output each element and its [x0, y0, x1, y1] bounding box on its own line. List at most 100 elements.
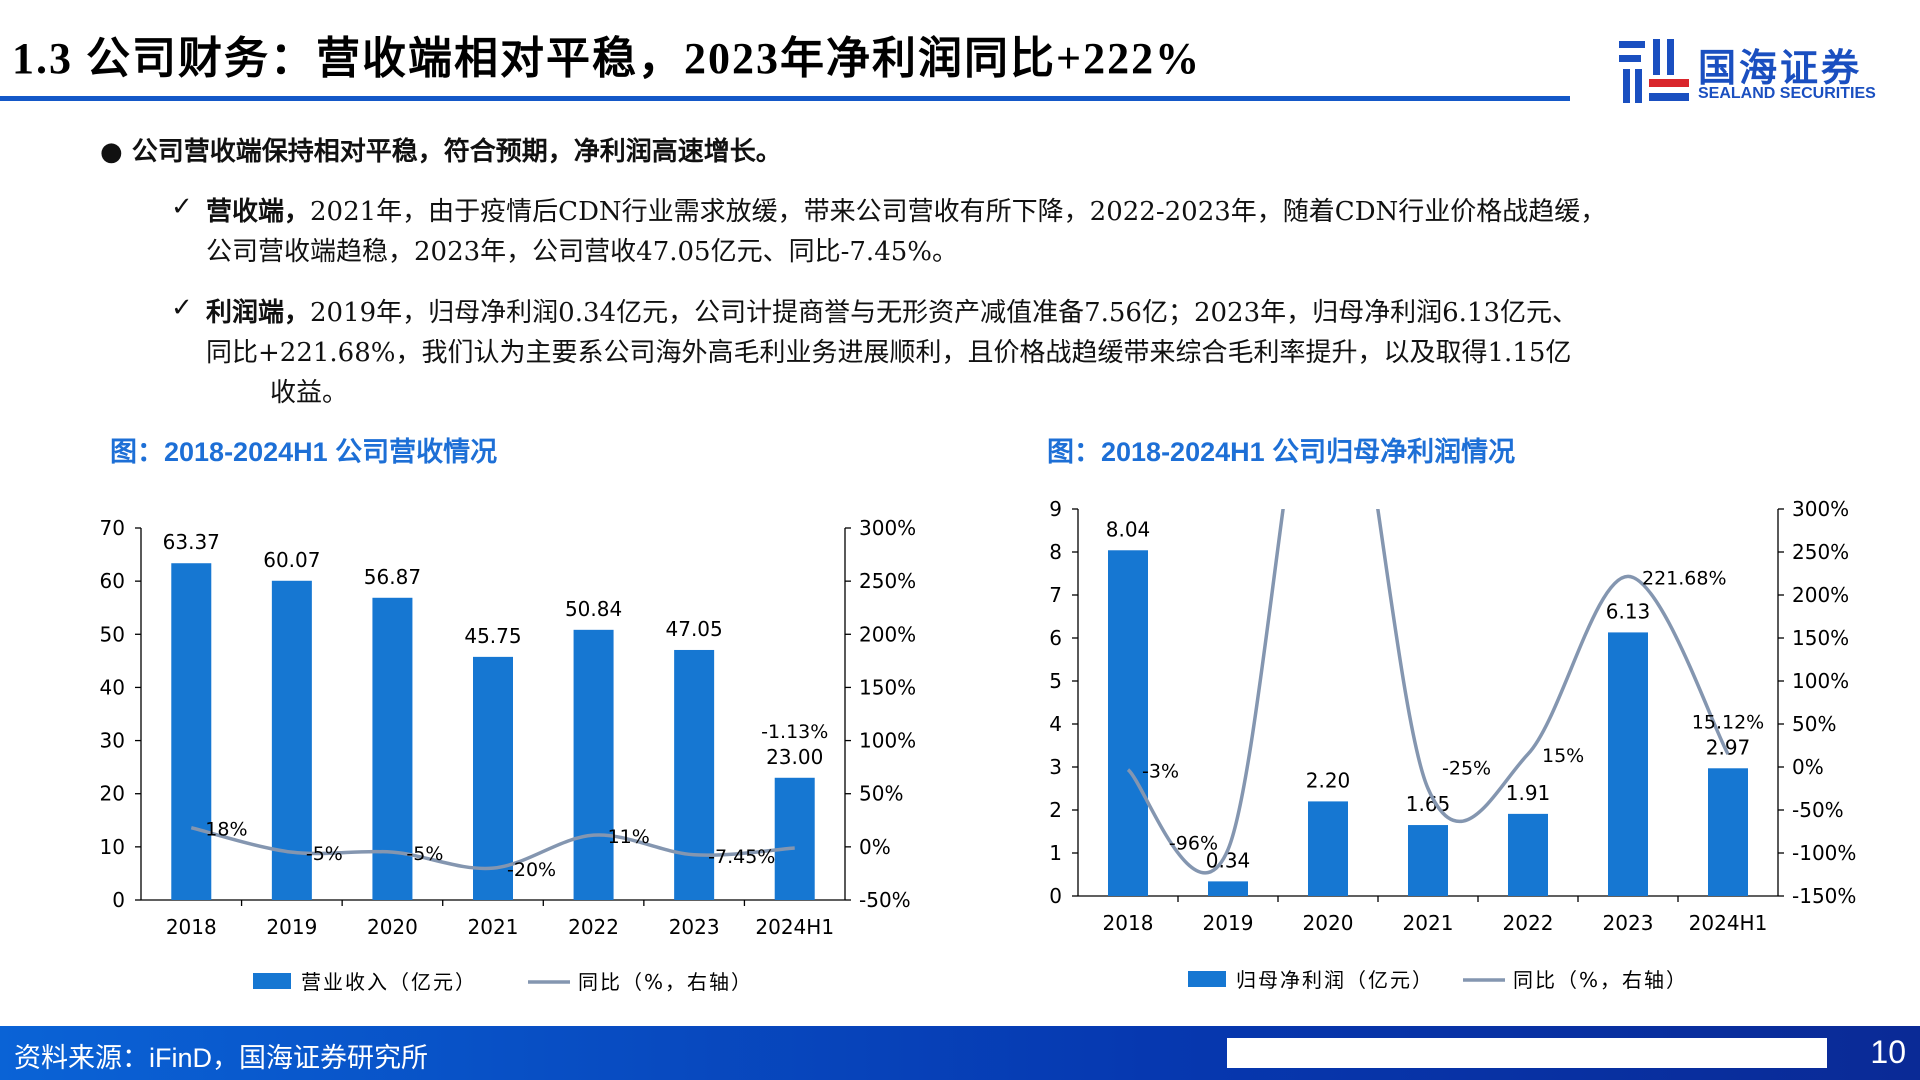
bar-value-label: 50.84 — [565, 597, 622, 621]
revenue-line2: 公司营收端趋稳，2023年，公司营收47.05亿元、同比-7.45%。 — [206, 237, 958, 267]
y2-tick-label: 100% — [1792, 669, 1849, 693]
yoy-label: -5% — [406, 843, 443, 865]
y-tick-label: 40 — [100, 675, 125, 699]
y2-tick-label: 250% — [859, 569, 916, 593]
bar-value-label: 1.91 — [1506, 781, 1551, 805]
legend-bar-swatch — [253, 973, 291, 989]
legend-bar-swatch — [1188, 971, 1226, 987]
y2-tick-label: 150% — [859, 675, 916, 699]
bar — [1108, 550, 1148, 896]
footer-blank-box — [1227, 1038, 1827, 1068]
y2-tick-label: -150% — [1792, 884, 1856, 908]
y2-tick-label: 50% — [859, 782, 903, 806]
yoy-label: 221.68% — [1642, 567, 1727, 589]
x-tick-label: 2021 — [1403, 911, 1454, 935]
yoy-label: -3% — [1142, 761, 1179, 783]
bar — [473, 656, 513, 900]
x-tick-label: 2021 — [468, 915, 519, 939]
legend-line-label: 同比（%，右轴） — [1513, 968, 1688, 992]
x-tick-label: 2022 — [1503, 911, 1554, 935]
title-divider — [0, 96, 1570, 101]
y-tick-label: 60 — [100, 569, 125, 593]
summary-bullet: ● 公司营收端保持相对平稳，符合预期，净利润高速增长。 — [100, 137, 782, 167]
x-tick-label: 2024H1 — [755, 915, 834, 939]
bar-value-label: 47.05 — [666, 617, 723, 641]
bar — [1308, 801, 1348, 896]
yoy-label: -5% — [306, 843, 343, 865]
profit-lead: 利润端， — [206, 298, 311, 328]
y-tick-label: 50 — [100, 622, 125, 646]
logo-chinese-name: 国海证券 — [1698, 46, 1863, 90]
x-tick-label: 2019 — [266, 915, 317, 939]
bar — [1608, 632, 1648, 896]
bar-value-label: 8.04 — [1106, 517, 1151, 541]
bar — [1708, 768, 1748, 896]
y-tick-label: 7 — [1049, 583, 1062, 607]
yoy-label: -1.13% — [761, 721, 828, 743]
yoy-label: 15.12% — [1692, 711, 1764, 733]
y2-tick-label: 300% — [859, 516, 916, 540]
yoy-label: 15% — [1542, 745, 1584, 767]
x-tick-label: 2020 — [1303, 911, 1354, 935]
y-tick-label: 4 — [1049, 712, 1062, 736]
bar — [573, 629, 614, 900]
y2-tick-label: 50% — [1792, 712, 1836, 736]
bar-value-label: 2.20 — [1306, 768, 1351, 792]
bar-value-label: 60.07 — [263, 548, 320, 572]
x-tick-label: 2018 — [1103, 911, 1154, 935]
bar-value-label: 2.97 — [1706, 735, 1751, 759]
yoy-label: 11% — [608, 826, 650, 848]
profit-chart-title: 图：2018-2024H1 公司归母净利润情况 — [1047, 437, 1516, 467]
y-tick-label: 3 — [1049, 755, 1062, 779]
y2-tick-label: 300% — [1792, 497, 1849, 521]
x-tick-label: 2018 — [166, 915, 217, 939]
bar — [1208, 881, 1248, 896]
profit-line2: 同比+221.68%，我们认为主要系公司海外高毛利业务进展顺利，且价格战趋缓带来… — [206, 338, 1572, 368]
bar-value-label: 6.13 — [1606, 599, 1651, 623]
y2-tick-label: 200% — [1792, 583, 1849, 607]
y2-tick-label: 100% — [859, 729, 916, 753]
x-tick-label: 2019 — [1203, 911, 1254, 935]
bar — [674, 649, 715, 900]
profit-paragraph: 利润端，2019年，归母净利润0.34亿元，公司计提商誉与无形资产减值准备7.5… — [206, 293, 1578, 413]
x-tick-label: 2023 — [669, 915, 720, 939]
y-tick-label: 10 — [100, 835, 125, 859]
yoy-line — [1126, 509, 1730, 875]
y-tick-label: 20 — [100, 782, 125, 806]
bar-value-label: 63.37 — [163, 530, 220, 554]
check-icon: ✓ — [171, 293, 193, 323]
legend-bar-label: 营业收入（亿元） — [301, 970, 477, 994]
profit-line3: 收益。 — [270, 378, 349, 408]
y-tick-label: 0 — [1049, 884, 1062, 908]
x-tick-label: 2020 — [367, 915, 418, 939]
chart-0: 0 10 20 30 40 50 60 70 -50% 0% 50% 100% 150% 200% 250%… — [100, 516, 917, 994]
check-icon: ✓ — [171, 192, 193, 222]
y-tick-label: 2 — [1049, 798, 1062, 822]
y-tick-label: 30 — [100, 729, 125, 753]
x-tick-label: 2022 — [568, 915, 619, 939]
page-title: 1.3 公司财务：营收端相对平稳，2023年净利润同比+222% — [12, 34, 1202, 83]
revenue-lead: 营收端， — [206, 197, 311, 227]
bar — [1508, 813, 1548, 896]
bar-value-label: 56.87 — [364, 565, 421, 589]
y2-tick-label: 250% — [1792, 540, 1849, 564]
yoy-label: -25% — [1442, 758, 1491, 780]
page-number: 10 — [1870, 1034, 1906, 1070]
y-tick-label: 0 — [112, 888, 125, 912]
revenue-paragraph: 营收端，2021年，由于疫情后CDN行业需求放缓，带来公司营收有所下降，2022… — [206, 192, 1606, 272]
footer-bar: 资料来源：iFinD，国海证券研究所 10 — [0, 1026, 1920, 1080]
bar — [372, 597, 413, 900]
legend-bar-label: 归母净利润（亿元） — [1236, 968, 1434, 992]
chart-1: 0 1 2 3 4 5 6 7 8 9 -150% -100% -50% 0% 50% 100% 150% 200… — [1049, 497, 1856, 992]
y-tick-label: 9 — [1049, 497, 1062, 521]
x-tick-label: 2023 — [1603, 911, 1654, 935]
y2-tick-label: -100% — [1792, 841, 1856, 865]
revenue-line1: 2021年，由于疫情后CDN行业需求放缓，带来公司营收有所下降，2022-202… — [310, 197, 1607, 227]
y2-tick-label: 0% — [1792, 755, 1824, 779]
source-note: 资料来源：iFinD，国海证券研究所 — [14, 1043, 429, 1073]
profit-line1: 2019年，归母净利润0.34亿元，公司计提商誉与无形资产减值准备7.56亿；2… — [310, 298, 1579, 328]
bar-value-label: 45.75 — [464, 624, 521, 648]
y-tick-label: 1 — [1049, 841, 1062, 865]
bar — [1408, 825, 1448, 896]
